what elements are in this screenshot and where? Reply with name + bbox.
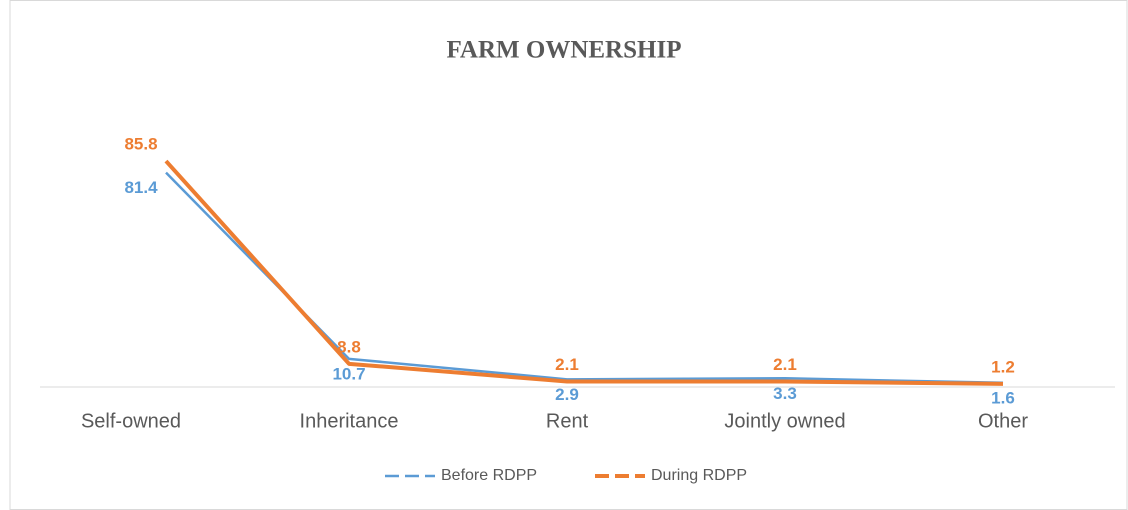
chart-frame [9, 0, 1128, 510]
data-label: 2.1 [555, 355, 579, 374]
chart-title: FARM OWNERSHIP [447, 37, 682, 64]
data-label: 2.1 [773, 355, 797, 374]
series-line [164, 159, 1004, 386]
x-tick-label: Inheritance [300, 410, 399, 432]
data-label: 81.4 [124, 178, 158, 197]
x-tick-label: Self-owned [81, 410, 181, 432]
x-tick-label: Rent [546, 410, 589, 432]
x-tick-label: Jointly owned [724, 410, 845, 432]
data-label: 1.6 [991, 388, 1015, 407]
data-label: 2.9 [555, 385, 579, 404]
legend-label: During RDPP [651, 467, 747, 484]
data-label: 8.8 [337, 337, 361, 356]
x-tick-label: Other [978, 410, 1028, 432]
data-label: 85.8 [124, 135, 157, 154]
data-label: 10.7 [332, 364, 365, 383]
data-label: 1.2 [991, 357, 1015, 376]
data-label: 3.3 [773, 384, 797, 403]
legend-label: Before RDPP [441, 467, 537, 484]
series-line [165, 171, 1004, 385]
